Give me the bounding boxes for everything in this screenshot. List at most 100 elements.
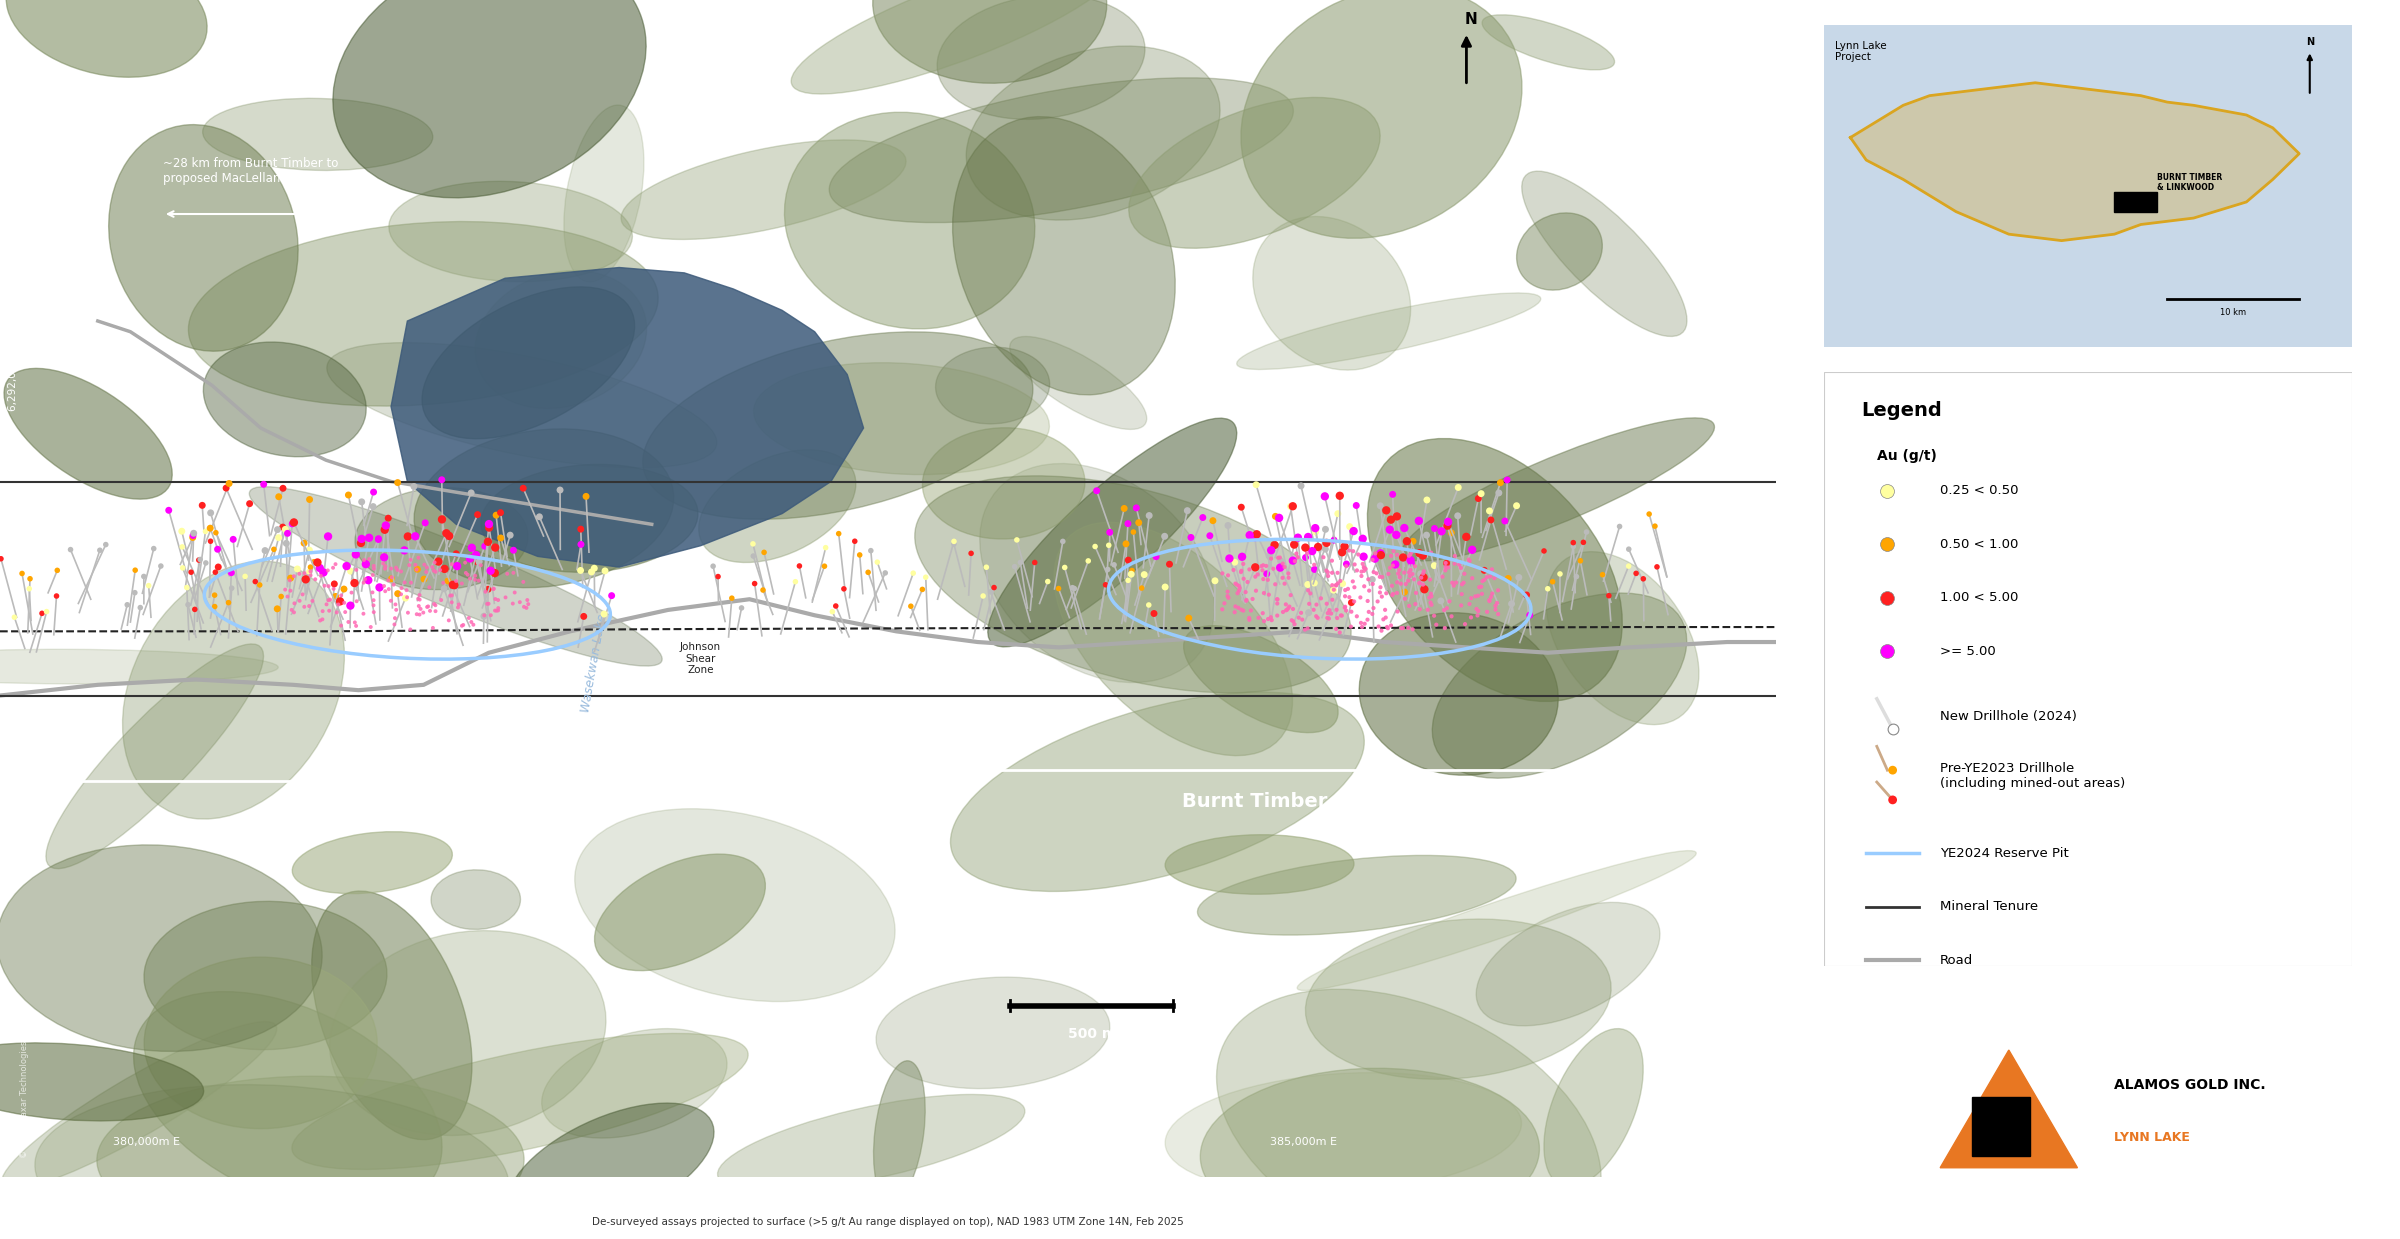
Point [893,596,931,616]
Ellipse shape [187,222,658,406]
Text: 380,000m E: 380,000m E [113,1137,180,1147]
Point [1471,591,1510,611]
Point [391,550,430,570]
Text: 500 m: 500 m [1068,1027,1116,1041]
Point [1320,622,1358,642]
Ellipse shape [622,140,907,239]
Point [1236,475,1274,494]
Point [437,544,475,564]
Point [398,605,437,624]
Point [1318,600,1356,620]
Point [1046,558,1085,577]
Text: 1.00 < 5.00: 1.00 < 5.00 [1939,591,2018,605]
Ellipse shape [422,287,634,439]
Point [1054,577,1092,597]
Point [1409,491,1447,510]
Point [1471,590,1510,610]
Point [425,579,463,598]
Point [408,563,446,582]
Point [374,615,413,634]
Point [466,582,504,602]
Point [1217,596,1255,616]
Point [1327,554,1366,574]
Point [564,606,602,626]
Point [180,550,218,570]
Point [283,585,322,605]
Point [1457,558,1495,577]
Point [1397,584,1435,603]
Point [1255,559,1294,579]
Text: 10 km: 10 km [2220,307,2246,317]
Point [314,579,353,598]
Point [1378,584,1416,603]
Point [269,523,307,543]
Point [262,586,300,606]
Point [434,575,473,595]
Point [1190,525,1229,545]
Point [1361,545,1399,565]
Point [1090,560,1128,580]
Point [163,536,202,556]
Point [1610,539,1649,559]
Point [173,528,211,548]
Point [1394,564,1433,584]
Point [482,503,521,523]
Point [1534,571,1572,591]
Point [1474,559,1512,579]
Point [425,572,463,592]
Point [1402,572,1440,592]
Point [1438,572,1476,592]
Point [1265,558,1303,577]
Point [1308,608,1346,628]
Point [1382,574,1421,593]
Point [1296,522,1334,541]
Point [1243,556,1282,576]
Point [1867,481,1906,501]
Point [475,564,514,584]
Point [1344,617,1382,637]
Ellipse shape [1402,418,1714,561]
Point [1368,617,1406,637]
Point [895,564,934,584]
Point [1471,566,1510,586]
Point [1404,567,1442,587]
Point [439,595,478,615]
Point [1373,585,1411,605]
Point [1224,601,1262,621]
Point [1330,517,1368,536]
Point [456,570,494,590]
Point [377,595,415,615]
Point [1210,515,1248,535]
Point [1370,564,1409,584]
Point [967,558,1006,577]
Point [1255,575,1294,595]
Point [1277,551,1315,571]
Point [396,527,434,546]
Point [1368,584,1406,603]
Point [806,556,845,576]
Point [1094,555,1133,575]
Text: Pre-YE2023 Drillhole
(including mined-out areas): Pre-YE2023 Drillhole (including mined-ou… [1939,762,2126,790]
Ellipse shape [574,809,895,1001]
Point [245,540,283,560]
Point [192,532,230,551]
Point [367,515,406,535]
Point [1358,617,1397,637]
Point [209,592,247,612]
Point [331,582,370,602]
Point [1387,574,1426,593]
Point [295,551,334,571]
Ellipse shape [967,46,1219,221]
Point [1325,536,1363,556]
Point [1260,508,1298,528]
Point [1874,790,1913,810]
Point [230,494,269,514]
Ellipse shape [785,113,1034,328]
Point [274,600,312,620]
Point [461,555,499,575]
Point [1279,528,1318,548]
Point [1433,523,1471,543]
Point [1219,576,1258,596]
Point [274,602,312,622]
Point [1344,546,1382,566]
